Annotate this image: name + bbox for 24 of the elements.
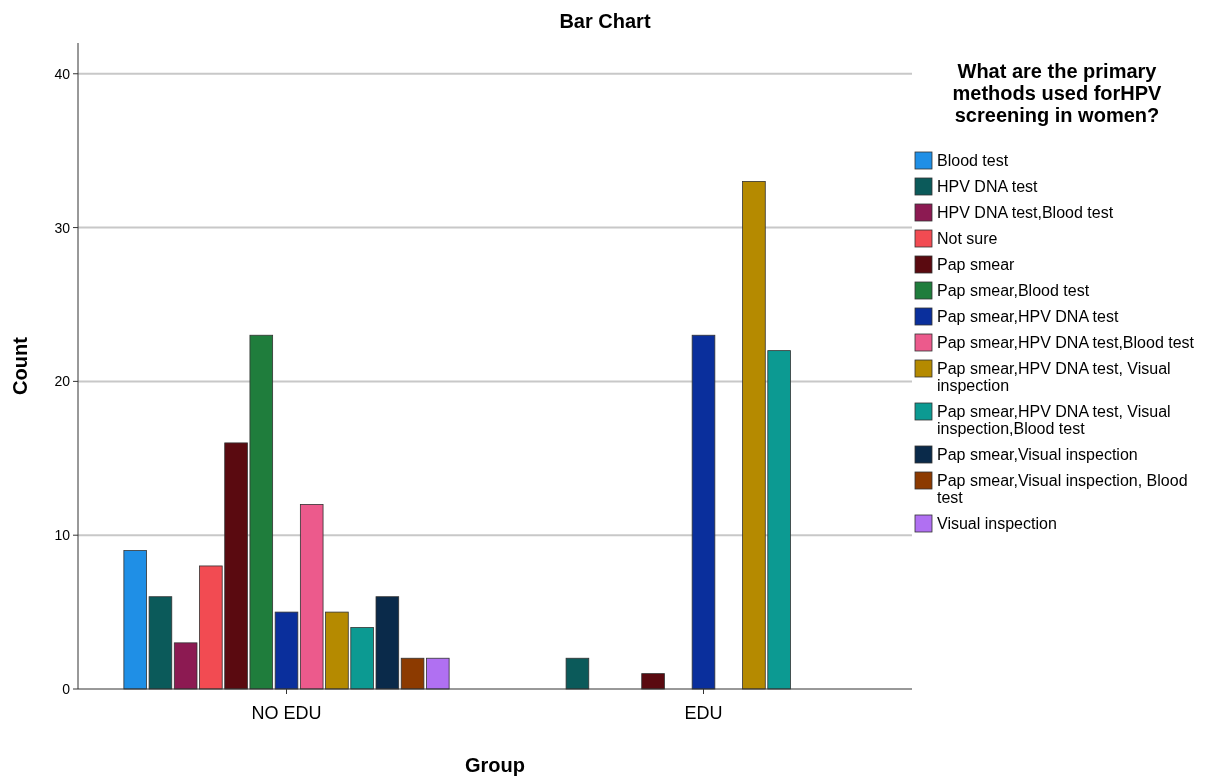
legend-label: HPV DNA test,Blood test: [937, 204, 1114, 221]
y-tick-label: 30: [54, 219, 71, 236]
y-tick-label: 20: [54, 373, 71, 390]
legend-label: Not sure: [937, 230, 998, 247]
y-tick-label: 0: [62, 681, 71, 697]
legend-label: Pap smear: [937, 256, 1016, 273]
legend-label: Pap smear,HPV DNA test, Visual inspection,Blood test: [937, 403, 1171, 437]
y-tick-label: 40: [54, 65, 71, 82]
legend-label: Pap smear,Visual inspection, Blood test: [937, 472, 1188, 506]
legend-title: What are the primary methods used forHPV screening in women?: [952, 60, 1163, 126]
y-axis-title: Count: [9, 336, 31, 395]
x-tick-label: EDU: [684, 703, 723, 723]
legend-label: Pap smear,Visual inspection: [937, 446, 1138, 463]
legend-label: HPV DNA test: [937, 178, 1039, 195]
legend-label: Pap smear,HPV DNA test,Blood test: [937, 334, 1195, 351]
x-axis-title: Group: [465, 754, 525, 776]
legend-label: Blood test: [937, 152, 1009, 169]
chart-title: Bar Chart: [559, 10, 651, 32]
x-tick-label: NO EDU: [251, 703, 322, 723]
legend-label: Pap smear,HPV DNA test: [937, 308, 1119, 325]
y-tick-label: 10: [54, 527, 71, 544]
legend-label: Pap smear,HPV DNA test, Visual inspection: [937, 360, 1171, 394]
legend-label: Pap smear,Blood test: [937, 282, 1090, 299]
legend-label: Visual inspection: [937, 515, 1057, 532]
